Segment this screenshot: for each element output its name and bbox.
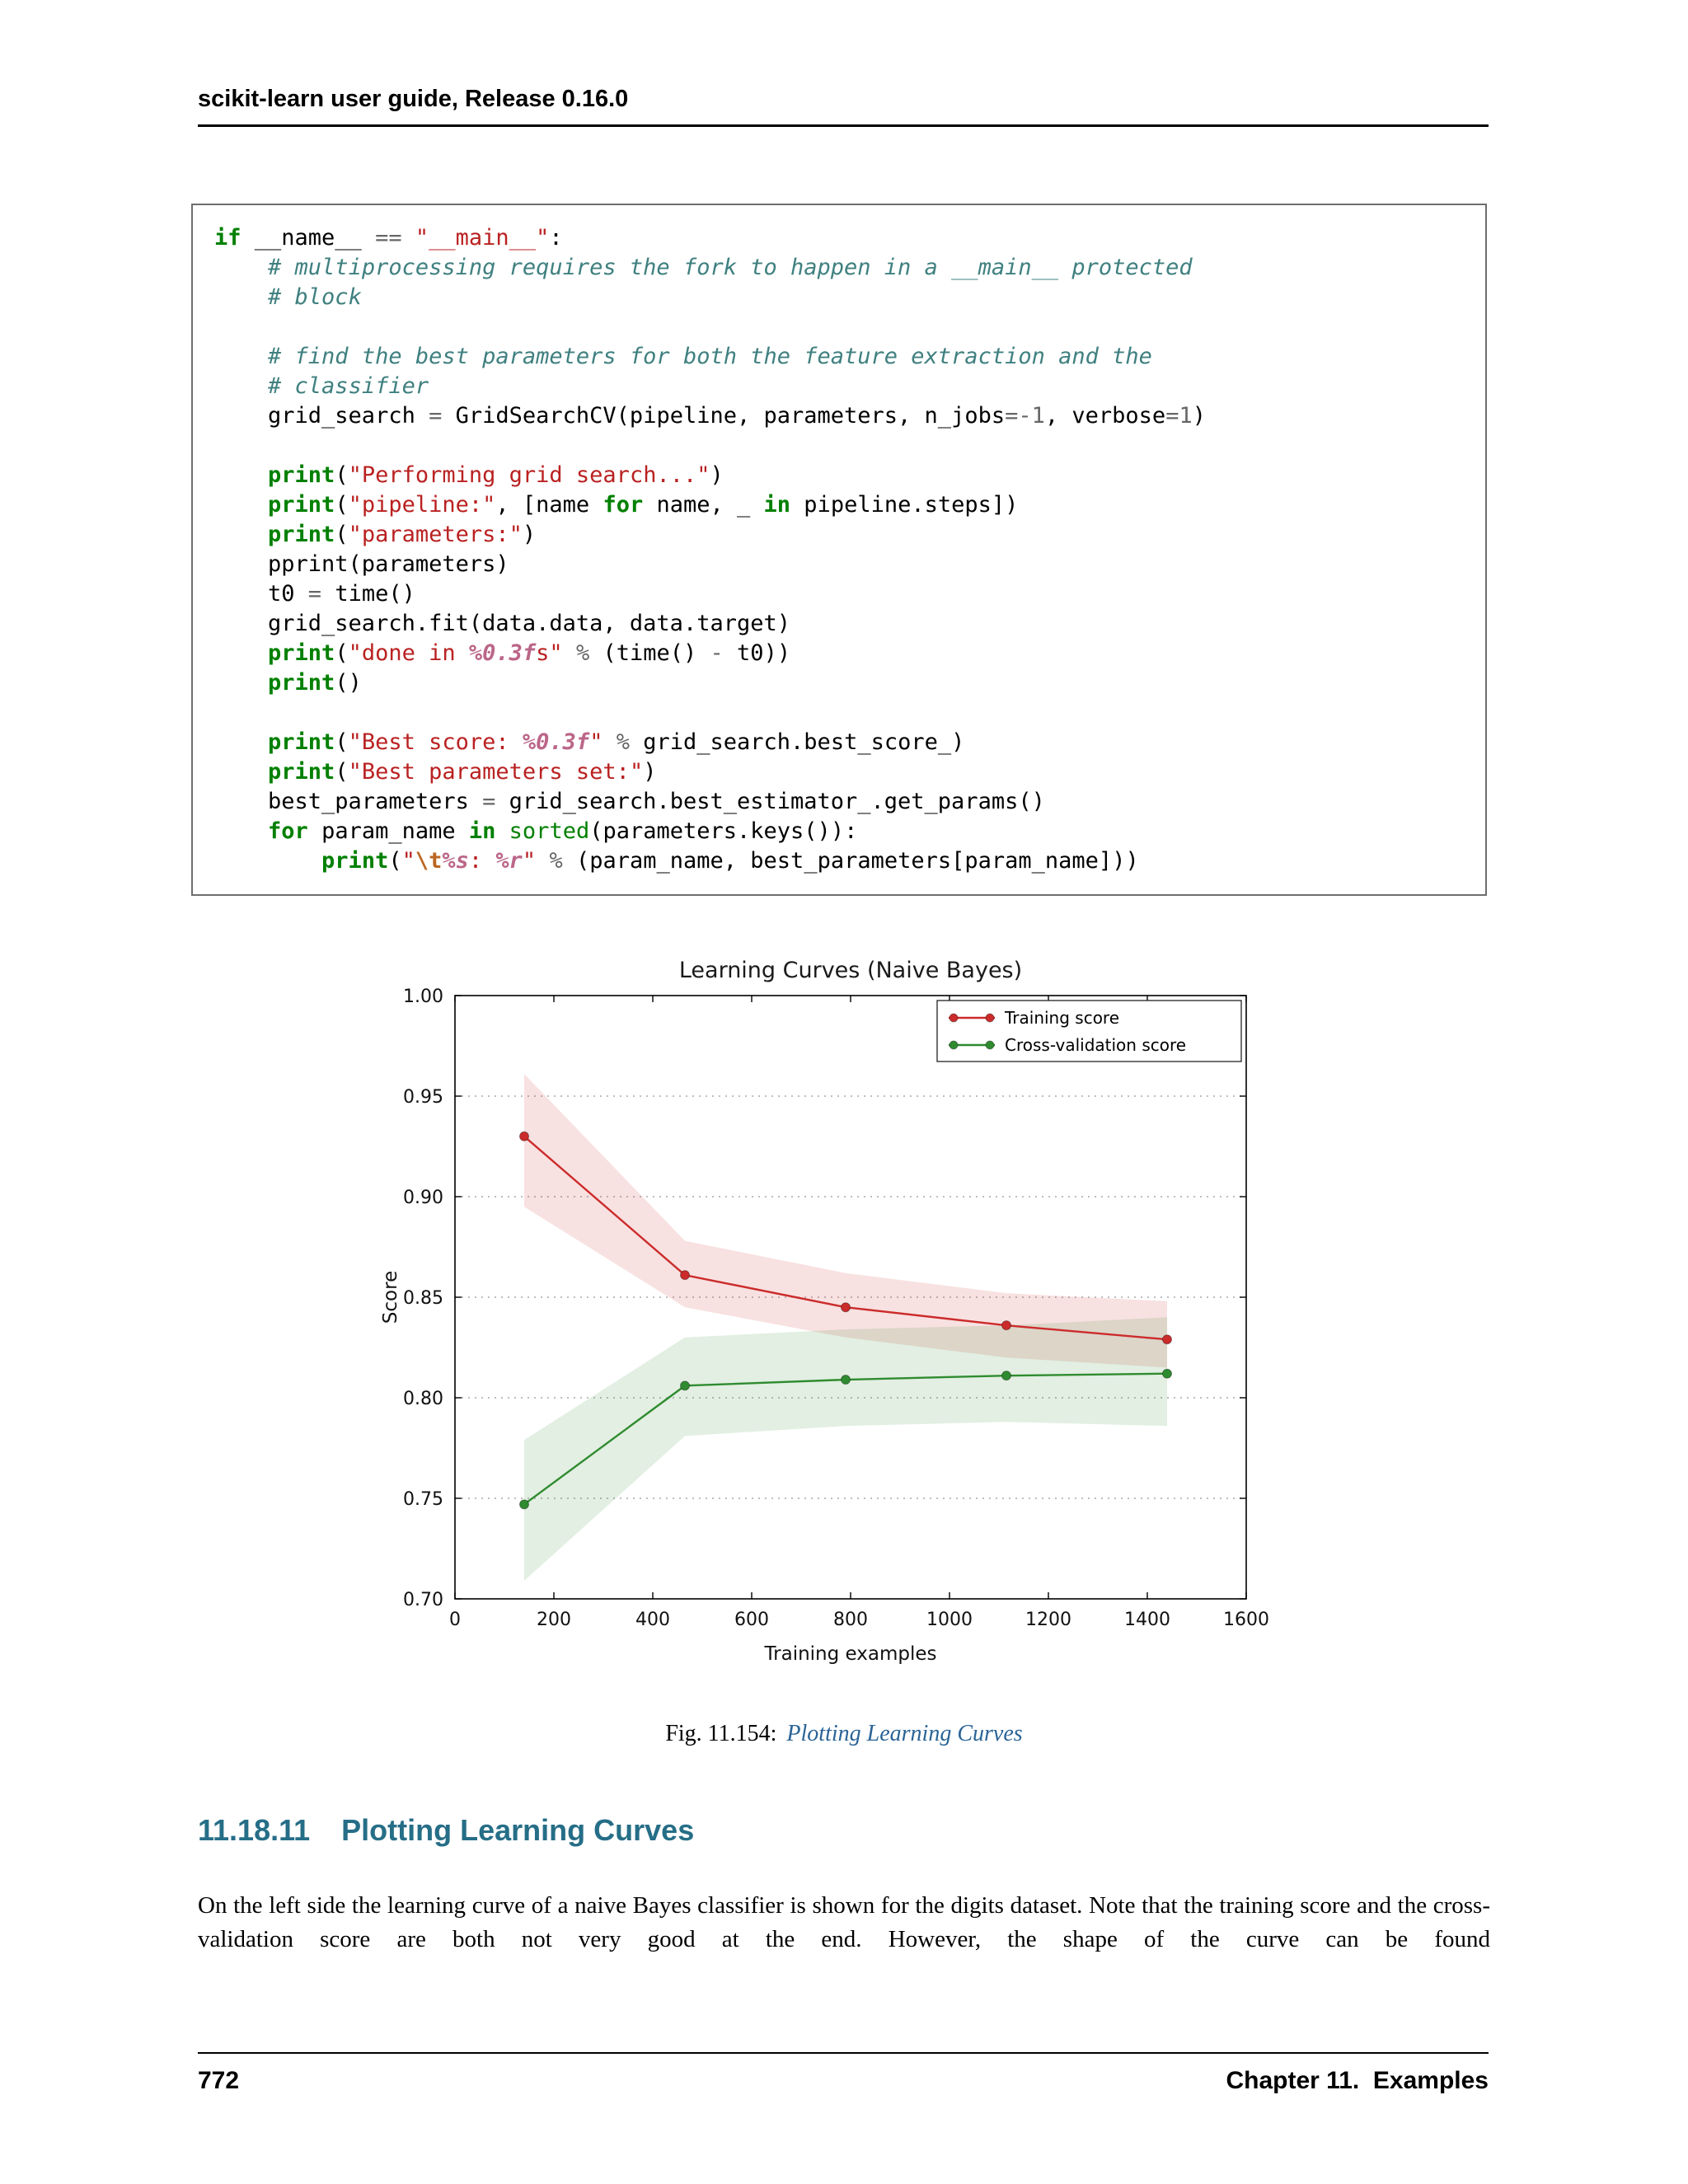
figure-caption: Fig. 11.154: Plotting Learning Curves <box>0 1721 1688 1747</box>
page-number: 772 <box>198 2067 240 2094</box>
caption-prefix: Fig. 11.154: <box>665 1721 777 1746</box>
code-line: print("Best parameters set:") <box>268 759 657 785</box>
code-line: # find the best parameters for both the … <box>268 344 1152 369</box>
section-title: Plotting Learning Curves <box>341 1813 695 1847</box>
legend-sample-marker <box>949 1013 959 1023</box>
y-tick-label: 0.90 <box>403 1188 443 1208</box>
y-tick-label: 0.85 <box>403 1288 443 1309</box>
chapter-label: Chapter 11. Examples <box>1226 2067 1489 2094</box>
code-block: if __name__ == "__main__": # multiproces… <box>191 204 1487 896</box>
section-heading: 11.18.11 Plotting Learning Curves <box>198 1813 694 1848</box>
x-tick-label: 1200 <box>1025 1610 1071 1630</box>
code-line: print("pipeline:", [name for name, _ in … <box>268 492 1019 518</box>
header-title: scikit-learn user guide, Release 0.16.0 <box>198 86 629 112</box>
code-line: print("\t%s: %r" % (param_name, best_par… <box>321 848 1139 874</box>
code-line: # multiprocessing requires the fork to h… <box>268 255 1193 280</box>
data-point <box>519 1499 529 1510</box>
legend-sample-marker <box>949 1040 959 1050</box>
code-line <box>214 312 1464 342</box>
code-line: print() <box>268 670 362 696</box>
code-line: # classifier <box>268 373 429 399</box>
chart-title: Learning Curves (Naive Bayes) <box>679 958 1022 983</box>
data-point <box>680 1270 690 1281</box>
code-line: grid_search.fit(data.data, data.target) <box>214 611 790 636</box>
data-point <box>1162 1334 1172 1345</box>
footer-rule <box>198 2052 1489 2054</box>
code-line <box>214 431 1464 461</box>
data-point <box>519 1131 529 1141</box>
data-point <box>1001 1371 1011 1381</box>
x-tick-label: 400 <box>635 1610 670 1630</box>
code-line: best_parameters = grid_search.best_estim… <box>214 789 1045 814</box>
code-line: grid_search = GridSearchCV(pipeline, par… <box>214 403 1206 429</box>
code-line: print("Best score: %0.3f" % grid_search.… <box>268 729 965 755</box>
confidence-band <box>524 1317 1167 1582</box>
x-tick-label: 0 <box>449 1610 461 1630</box>
data-point <box>841 1375 851 1385</box>
code-line <box>214 698 1464 728</box>
page-footer: 772 Chapter 11. Examples <box>198 2067 1489 2095</box>
code-line: pprint(parameters) <box>214 551 509 577</box>
y-axis-label: Score <box>380 1271 401 1324</box>
x-axis-label: Training examples <box>763 1643 936 1665</box>
legend-sample-marker <box>985 1013 995 1023</box>
code-line: if __name__ == "__main__": <box>214 225 563 251</box>
y-tick-label: 0.80 <box>403 1389 443 1409</box>
code-line: print("Performing grid search...") <box>268 462 724 488</box>
legend-box <box>936 1000 1242 1062</box>
x-tick-label: 1000 <box>926 1610 973 1630</box>
x-tick-label: 600 <box>734 1610 769 1630</box>
caption-link[interactable]: Plotting Learning Curves <box>786 1721 1023 1746</box>
code-line: print("done in %0.3fs" % (time() - t0)) <box>268 640 791 666</box>
x-tick-label: 1400 <box>1124 1610 1170 1630</box>
code-line: # block <box>268 284 362 310</box>
code-line: print("parameters:") <box>268 522 537 547</box>
learning-curve-figure: Learning Curves (Naive Bayes) 0 200 400 600 8… <box>360 948 1329 1702</box>
section-number: 11.18.11 <box>198 1813 311 1847</box>
body-paragraph: On the left side the learning curve of a… <box>198 1892 1490 1953</box>
y-tick-label: 0.95 <box>403 1087 443 1108</box>
page-header: scikit-learn user guide, Release 0.16.0 <box>198 86 1489 127</box>
data-point <box>680 1380 690 1391</box>
legend-sample-marker <box>985 1040 995 1050</box>
x-tick-label: 800 <box>833 1610 868 1630</box>
code-line: t0 = time() <box>214 581 415 607</box>
legend-label: Training score <box>1004 1008 1119 1028</box>
code-line: for param_name in sorted(parameters.keys… <box>268 818 858 844</box>
legend-label: Cross-validation score <box>1005 1035 1186 1055</box>
y-tick-label: 1.00 <box>403 987 443 1007</box>
learning-curves-chart: Learning Curves (Naive Bayes) 0 200 400 600 8… <box>380 958 1269 1665</box>
data-point <box>1001 1320 1011 1331</box>
x-tick-label: 200 <box>537 1610 571 1630</box>
data-point <box>841 1302 851 1313</box>
y-tick-label: 0.75 <box>403 1489 443 1510</box>
x-tick-label: 1600 <box>1223 1610 1269 1630</box>
data-point <box>1162 1368 1172 1379</box>
y-tick-label: 0.70 <box>403 1590 443 1610</box>
confidence-band <box>524 1074 1167 1368</box>
